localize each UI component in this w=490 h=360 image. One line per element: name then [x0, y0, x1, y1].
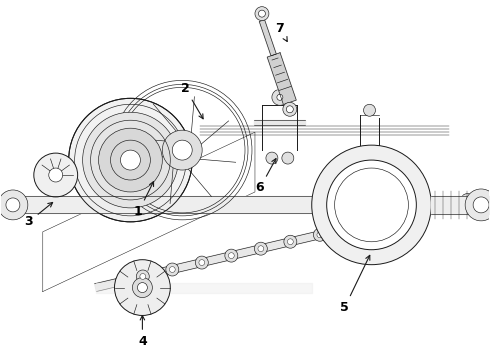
- Circle shape: [225, 249, 238, 262]
- Circle shape: [69, 98, 192, 222]
- Circle shape: [465, 189, 490, 221]
- Circle shape: [286, 106, 294, 113]
- Text: 4: 4: [138, 315, 147, 348]
- Circle shape: [284, 235, 297, 248]
- Circle shape: [162, 130, 202, 170]
- Circle shape: [473, 197, 489, 213]
- Circle shape: [372, 215, 385, 228]
- Circle shape: [121, 150, 141, 170]
- Circle shape: [314, 228, 326, 241]
- Circle shape: [254, 242, 268, 255]
- Circle shape: [170, 267, 175, 273]
- Circle shape: [272, 89, 288, 105]
- Text: 2: 2: [181, 82, 203, 119]
- Circle shape: [465, 197, 470, 203]
- Text: 6: 6: [256, 159, 276, 194]
- Circle shape: [6, 198, 20, 212]
- Circle shape: [312, 145, 431, 265]
- Circle shape: [343, 221, 356, 234]
- Text: 5: 5: [340, 255, 370, 314]
- Circle shape: [115, 260, 171, 315]
- Text: 7: 7: [275, 22, 287, 41]
- Circle shape: [376, 218, 382, 224]
- Circle shape: [0, 190, 28, 220]
- Text: 3: 3: [24, 202, 52, 228]
- Circle shape: [83, 112, 178, 208]
- Circle shape: [402, 207, 415, 220]
- Text: 1: 1: [134, 181, 153, 219]
- Circle shape: [172, 140, 192, 160]
- Circle shape: [228, 253, 234, 258]
- Polygon shape: [95, 191, 490, 292]
- Circle shape: [364, 104, 375, 116]
- Circle shape: [283, 102, 297, 116]
- Circle shape: [288, 239, 293, 245]
- Circle shape: [98, 128, 162, 192]
- Polygon shape: [259, 20, 276, 56]
- Circle shape: [258, 10, 266, 17]
- Circle shape: [258, 246, 264, 252]
- Circle shape: [132, 278, 152, 298]
- Circle shape: [317, 232, 323, 238]
- Circle shape: [327, 160, 416, 250]
- Circle shape: [461, 194, 474, 207]
- Circle shape: [277, 94, 283, 100]
- Circle shape: [255, 7, 269, 21]
- Circle shape: [266, 152, 278, 164]
- Circle shape: [136, 270, 149, 283]
- Circle shape: [199, 260, 205, 265]
- Circle shape: [34, 153, 77, 197]
- Circle shape: [406, 211, 411, 217]
- Polygon shape: [254, 120, 305, 126]
- Circle shape: [166, 263, 179, 276]
- Circle shape: [431, 201, 444, 213]
- Circle shape: [49, 168, 63, 182]
- Circle shape: [435, 204, 441, 210]
- Polygon shape: [267, 53, 296, 104]
- Circle shape: [137, 283, 147, 293]
- Circle shape: [196, 256, 208, 269]
- Circle shape: [282, 152, 294, 164]
- Circle shape: [140, 274, 146, 279]
- Circle shape: [346, 225, 352, 231]
